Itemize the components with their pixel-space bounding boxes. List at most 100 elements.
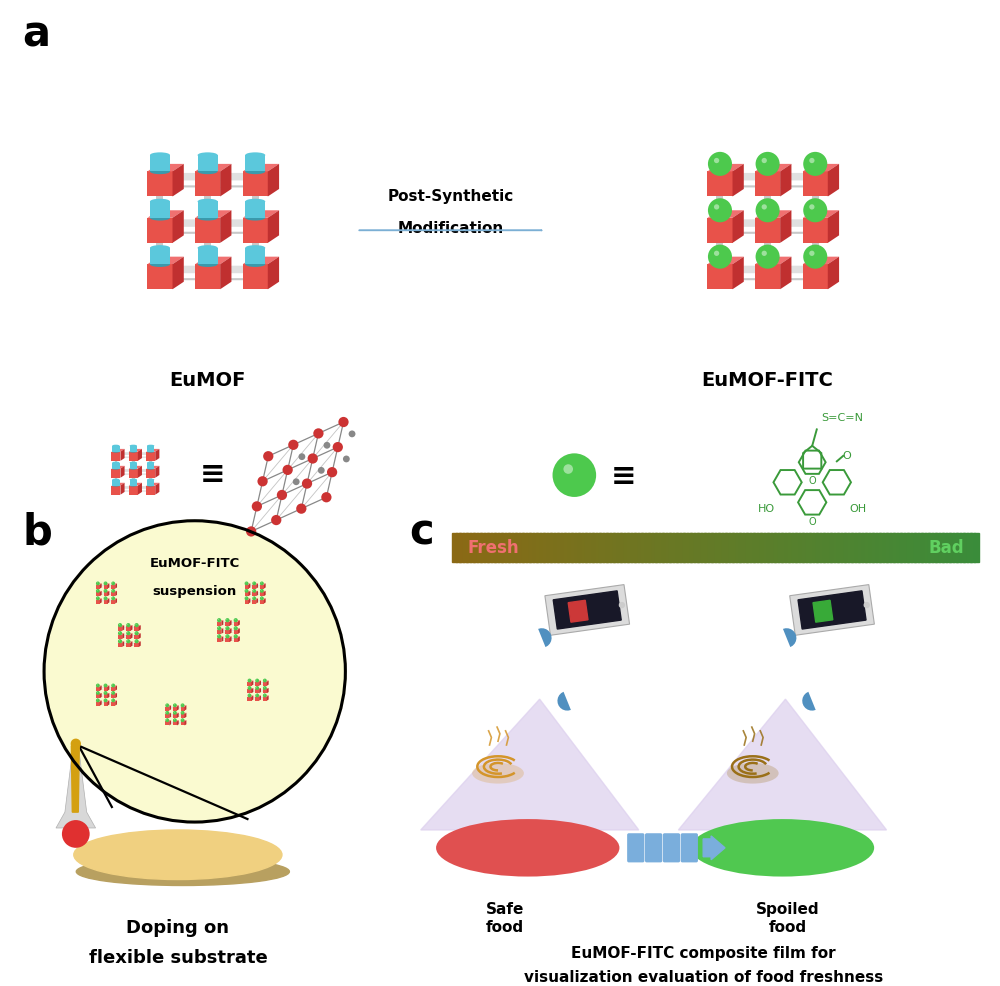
Circle shape — [283, 465, 293, 475]
Ellipse shape — [130, 446, 137, 448]
Circle shape — [126, 640, 130, 644]
Circle shape — [308, 454, 318, 464]
Bar — [935, 533, 940, 563]
Polygon shape — [812, 197, 819, 219]
Ellipse shape — [147, 479, 154, 481]
Polygon shape — [120, 466, 125, 478]
Polygon shape — [257, 686, 258, 689]
Polygon shape — [131, 635, 136, 636]
Ellipse shape — [198, 246, 218, 251]
Circle shape — [318, 467, 325, 474]
Polygon shape — [181, 714, 185, 718]
Polygon shape — [105, 698, 106, 702]
Polygon shape — [111, 686, 117, 687]
Circle shape — [118, 623, 122, 628]
Polygon shape — [803, 165, 839, 173]
Circle shape — [260, 597, 264, 600]
Polygon shape — [230, 637, 232, 642]
Circle shape — [263, 679, 267, 682]
Polygon shape — [136, 631, 137, 635]
Ellipse shape — [130, 468, 137, 470]
Circle shape — [96, 582, 100, 586]
Polygon shape — [165, 707, 169, 711]
Polygon shape — [118, 643, 122, 647]
Circle shape — [708, 199, 732, 223]
Polygon shape — [252, 585, 256, 589]
Text: b: b — [22, 512, 52, 553]
Polygon shape — [195, 211, 231, 219]
Bar — [848, 533, 853, 563]
Polygon shape — [126, 635, 131, 639]
Polygon shape — [247, 689, 252, 693]
Circle shape — [255, 694, 259, 698]
Circle shape — [803, 153, 827, 176]
Circle shape — [313, 429, 324, 439]
Polygon shape — [263, 696, 269, 697]
Polygon shape — [129, 483, 142, 486]
Polygon shape — [111, 585, 115, 589]
FancyBboxPatch shape — [628, 834, 644, 862]
Polygon shape — [147, 219, 173, 244]
Polygon shape — [147, 165, 184, 173]
Polygon shape — [146, 486, 155, 495]
Bar — [732, 533, 737, 563]
Ellipse shape — [150, 216, 170, 221]
Ellipse shape — [147, 452, 154, 454]
Bar — [844, 533, 849, 563]
Polygon shape — [177, 721, 179, 726]
Polygon shape — [173, 707, 177, 711]
Circle shape — [260, 582, 264, 586]
Bar — [662, 533, 667, 563]
Polygon shape — [165, 714, 169, 718]
Circle shape — [619, 603, 624, 608]
Polygon shape — [798, 592, 866, 629]
Circle shape — [338, 417, 349, 428]
Polygon shape — [263, 697, 267, 701]
Circle shape — [248, 694, 251, 698]
Bar — [617, 533, 622, 563]
Polygon shape — [130, 463, 137, 469]
Polygon shape — [764, 197, 771, 219]
Polygon shape — [134, 643, 139, 647]
Polygon shape — [97, 698, 98, 702]
Polygon shape — [255, 681, 261, 682]
Polygon shape — [138, 483, 142, 495]
Polygon shape — [118, 642, 124, 643]
Polygon shape — [113, 698, 114, 702]
Polygon shape — [204, 244, 211, 265]
Polygon shape — [813, 600, 833, 622]
Polygon shape — [545, 585, 630, 636]
Circle shape — [263, 686, 267, 690]
Polygon shape — [755, 265, 780, 290]
Polygon shape — [264, 599, 266, 604]
Polygon shape — [219, 626, 220, 630]
Bar — [816, 533, 821, 563]
Polygon shape — [146, 466, 159, 469]
Polygon shape — [96, 585, 100, 589]
Circle shape — [96, 691, 100, 695]
Bar — [792, 533, 797, 563]
Bar — [606, 533, 611, 563]
Bar — [953, 533, 958, 563]
Polygon shape — [195, 165, 231, 173]
Ellipse shape — [150, 153, 170, 159]
Polygon shape — [256, 586, 262, 587]
Polygon shape — [112, 447, 120, 453]
Polygon shape — [111, 453, 120, 461]
Bar — [802, 533, 807, 563]
Polygon shape — [100, 600, 105, 601]
Polygon shape — [259, 696, 261, 701]
Polygon shape — [243, 165, 279, 173]
Polygon shape — [165, 721, 171, 722]
Polygon shape — [198, 156, 218, 173]
Bar — [508, 533, 513, 563]
Polygon shape — [780, 220, 814, 228]
Ellipse shape — [130, 462, 137, 464]
Circle shape — [111, 699, 115, 703]
Polygon shape — [252, 682, 257, 683]
Polygon shape — [234, 620, 240, 622]
Bar — [512, 533, 517, 563]
Bar — [799, 533, 804, 563]
Ellipse shape — [112, 462, 120, 464]
Polygon shape — [118, 635, 122, 639]
